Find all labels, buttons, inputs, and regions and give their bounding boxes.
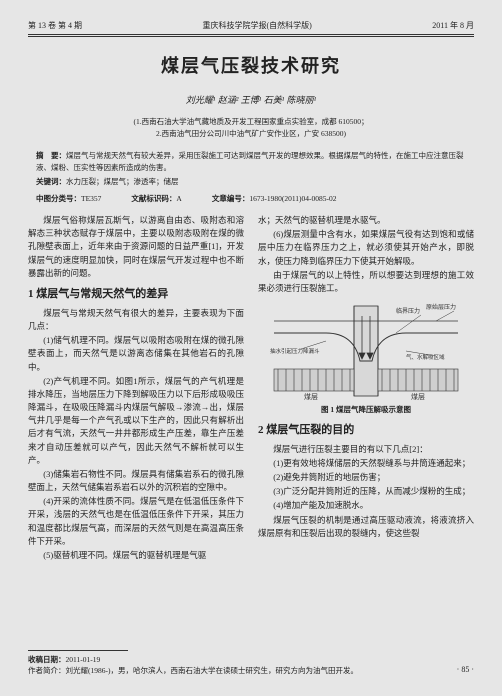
header-rule — [28, 34, 474, 37]
doccode-label: 文献标识码： — [131, 194, 176, 203]
fig-label-crit: 临界压力 — [396, 307, 420, 315]
author-bio: 作者简介：刘光耀(1986-)，男，哈尔滨人，西南石油大学在读硕士研究生，研究方… — [28, 665, 474, 676]
articleid-label: 文章编号： — [212, 194, 250, 203]
header-center: 重庆科技学院学报(自然科学版) — [202, 20, 311, 32]
figure-1: 临界压力 原始层压力 抽水引起压力降漏斗 气、水解吸区域 煤层 煤层 图 1 煤… — [258, 301, 474, 416]
class-number: 中图分类号：TE357 — [36, 193, 101, 204]
para: (3)广泛分配井筒附近的压降，从而减少煤粉的生成； — [258, 485, 474, 498]
classnum-label: 中图分类号： — [36, 194, 81, 203]
para: 由于煤层气的以上特性，所以想要达到理想的施工效果必须进行压裂施工。 — [258, 269, 474, 295]
fig-label-left: 抽水引起压力降漏斗 — [270, 347, 320, 355]
authors: 刘光耀¹ 赵涵² 王博¹ 石美¹ 陈晓丽¹ — [28, 94, 474, 108]
page-title: 煤层气压裂技术研究 — [28, 53, 474, 80]
affiliations: (1.西南石油大学油气藏地质及开发工程国家重点实验室，成都 610500； 2.… — [28, 116, 474, 140]
para: (4)开采的流体性质不同。煤层气是在低温低压条件下开采，浅层的天然气也是在低温低… — [28, 495, 244, 548]
para: 煤层气进行压裂主要目的有以下几点[2]： — [258, 443, 474, 456]
fig-coal-r: 煤层 — [411, 392, 425, 401]
abstract: 摘 要：煤层气与常规天然气有较大差异，采用压裂施工可达到煤层气开发的理想效果。根… — [36, 150, 466, 176]
figure-caption: 图 1 煤层气降压解吸示意图 — [258, 404, 474, 416]
classnum-value: TE357 — [81, 194, 101, 203]
para: 煤层气压裂的机制是通过高压驱动液流，将液流挤入煤层原有和压裂后出现的裂缝内，使这… — [258, 514, 474, 540]
received-date: 收稿日期：收稿日期：2011-01-192011-01-19 — [28, 654, 474, 665]
header-right: 2011 年 8 月 — [432, 20, 474, 32]
doc-code: 文献标识码：A — [131, 193, 181, 204]
para: 煤层气俗称煤层瓦斯气，以游离自由态、吸附态和溶解态三种状态赋存于煤层中，主要以吸… — [28, 214, 244, 280]
articleid-value: 1673-1980(2011)04-0085-02 — [249, 194, 336, 203]
page-number: · 85 · — [457, 664, 474, 676]
fig-label-orig: 原始层压力 — [426, 303, 456, 311]
article-id: 文章编号：1673-1980(2011)04-0085-02 — [212, 193, 337, 204]
column-right: 水；天然气的驱替机理是水驱气。 (6)煤层测量中含有水，如果煤层气役有达到饱和或… — [258, 214, 474, 563]
affil-1: (1.西南石油大学油气藏地质及开发工程国家重点实验室，成都 610500； — [134, 117, 369, 126]
section-heading-1: 1 煤层气与常规天然气的差异 — [28, 286, 244, 303]
para: (1)储气机理不同。煤层气以吸附态吸附在煤的微孔隙壁表面上，而天然气是以游离态储… — [28, 334, 244, 374]
fig-label-right: 气、水解吸区域 — [406, 353, 445, 361]
keywords-label: 关键词： — [36, 177, 66, 186]
affil-2: 2.西南油气田分公司川中油气矿广安作业区，广安 638500) — [156, 129, 346, 138]
keywords: 关键词：水力压裂；煤层气；渗透率；储层 — [36, 176, 466, 189]
para: 煤层气与常规天然气有很大的差异，主要表现为下面几点： — [28, 307, 244, 333]
header-left: 第 13 卷 第 4 期 — [28, 20, 82, 32]
footer: 收稿日期：收稿日期：2011-01-192011-01-19 作者简介：刘光耀(… — [28, 650, 474, 677]
abstract-text: 煤层气与常规天然气有较大差异，采用压裂施工可达到煤层气开发的理想效果。根据煤层气… — [36, 151, 464, 173]
para: (2)产气机理不同。如图1所示，煤层气的产气机理是排水降压，当地层压力下降到解吸… — [28, 375, 244, 467]
para: (5)驱替机理不同。煤层气的驱替机理是气驱 — [28, 549, 244, 562]
keywords-text: 水力压裂；煤层气；渗透率；储层 — [66, 177, 179, 186]
para: (3)储集岩石物性不同。煤层具有储集岩系石的微孔隙壁面上，天然气储集岩系岩石以外… — [28, 468, 244, 494]
para: 水；天然气的驱替机理是水驱气。 — [258, 214, 474, 227]
para: (4)增加产能及加速脱水。 — [258, 499, 474, 512]
para: (1)更有效地将煤储层的天然裂缝系与井筒连通起来； — [258, 457, 474, 470]
section-heading-2: 2 煤层气压裂的目的 — [258, 422, 474, 439]
para: (2)避免井筒附近的地层伤害； — [258, 471, 474, 484]
doccode-value: A — [176, 194, 181, 203]
column-left: 煤层气俗称煤层瓦斯气，以游离自由态、吸附态和溶解态三种状态赋存于煤层中，主要以吸… — [28, 214, 244, 563]
abstract-label: 摘 要： — [36, 151, 66, 160]
fig-coal-l: 煤层 — [304, 392, 318, 401]
para: (6)煤层测量中含有水，如果煤层气役有达到饱和或储层中压力在临界压力之上，就必须… — [258, 228, 474, 268]
